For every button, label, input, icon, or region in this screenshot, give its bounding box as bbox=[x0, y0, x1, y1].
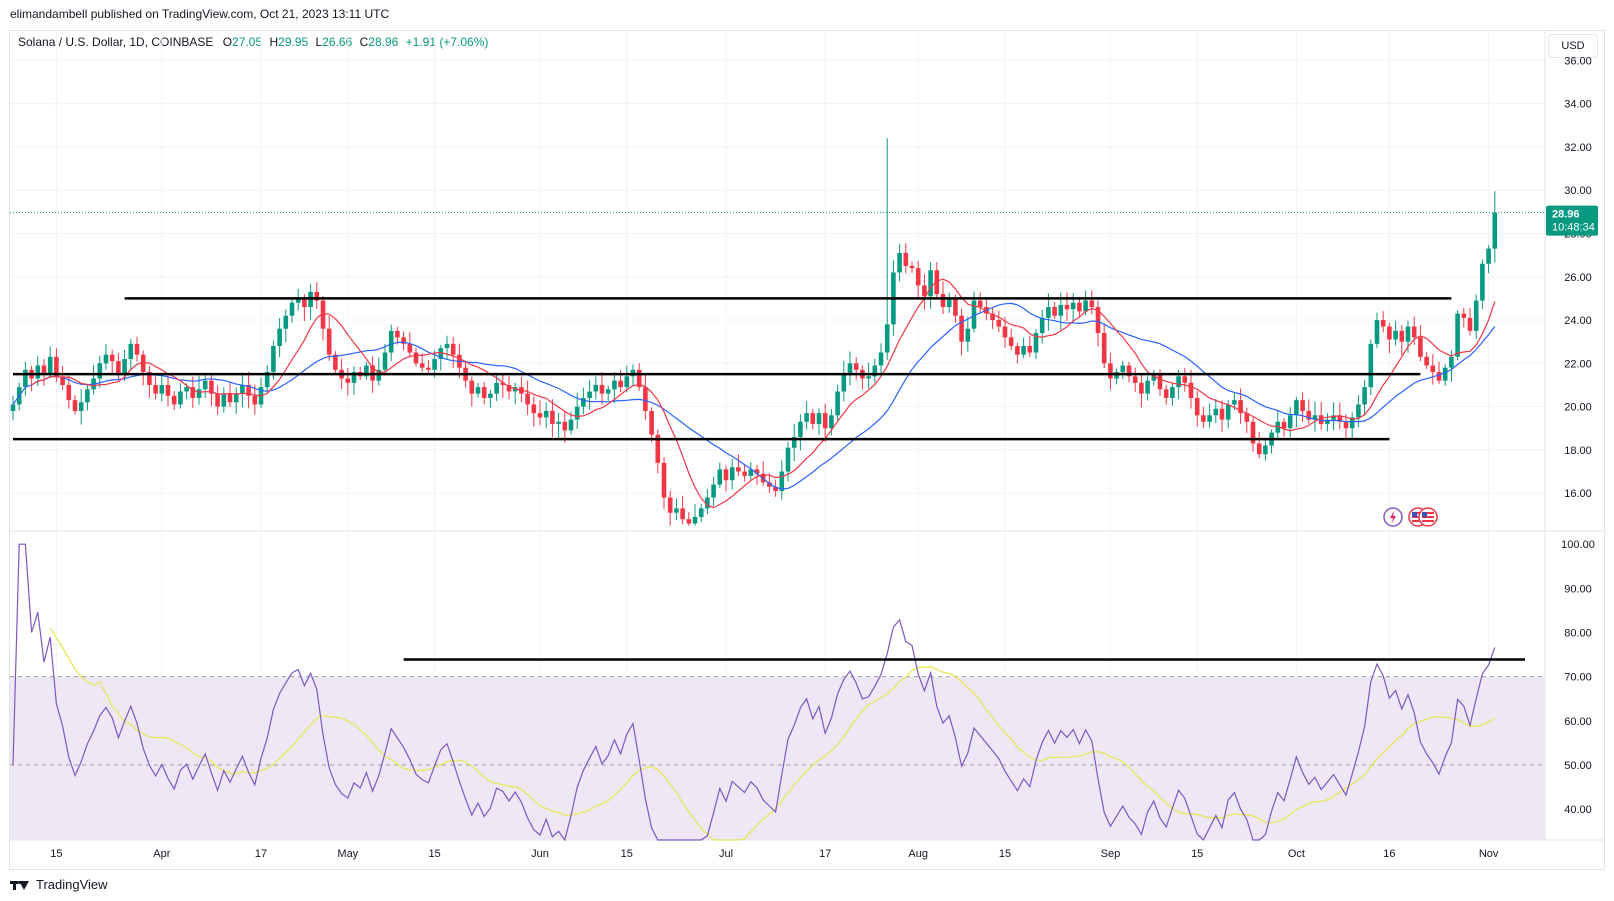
published-by: elimandambell published on TradingView.c… bbox=[10, 7, 390, 21]
footer-brand[interactable]: TradingView bbox=[10, 877, 108, 892]
tradingview-logo-icon bbox=[10, 879, 32, 891]
currency-button[interactable]: USD bbox=[1548, 34, 1598, 58]
symbol-legend: Solana / U.S. Dollar, 1D, COINBASE O27.0… bbox=[18, 35, 488, 49]
footer-brand-text: TradingView bbox=[36, 877, 108, 892]
open-value: 27.05 bbox=[232, 35, 263, 49]
close-value: 28.96 bbox=[368, 35, 399, 49]
low-label: L bbox=[315, 35, 323, 49]
low-value: 26.66 bbox=[322, 35, 353, 49]
high-label: H bbox=[269, 35, 279, 49]
close-label: C bbox=[359, 35, 369, 49]
symbol-name[interactable]: Solana / U.S. Dollar, 1D, COINBASE bbox=[18, 35, 214, 49]
high-value: 29.95 bbox=[278, 35, 309, 49]
open-label: O bbox=[222, 35, 233, 49]
chart-frame bbox=[9, 30, 1605, 870]
change-value: +1.91 (+7.06%) bbox=[405, 35, 489, 49]
